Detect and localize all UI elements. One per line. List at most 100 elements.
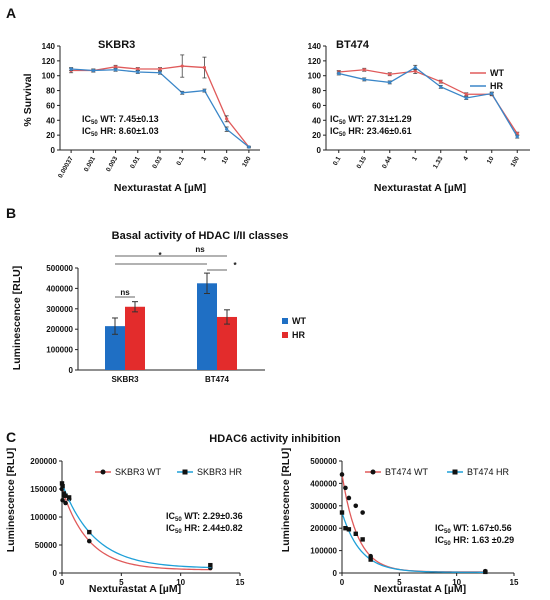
chart-a1-xlabel: Nexturastat A [µM] — [114, 182, 206, 194]
a1-point-hr — [113, 68, 118, 72]
a1-point-wt — [136, 67, 140, 71]
a1-point-hr — [202, 88, 207, 93]
chart-a1-ic50-hr: IC50 HR: 8.60±1.03 — [82, 126, 159, 138]
chart-c1-skbr3-hdac6: HDAC6 activity inhibition Luminescence [… — [5, 433, 341, 595]
chart-b-ytick-label: 500000 — [46, 264, 73, 273]
a1-point-hr — [180, 91, 184, 95]
c1-legend-label-0: SKBR3 WT — [115, 467, 162, 477]
a1-xtick-label: 100 — [241, 155, 253, 168]
c1-point-square — [63, 493, 68, 498]
chart-b-ytick-label: 100000 — [46, 346, 73, 355]
a2-ytick-label: 40 — [312, 116, 321, 125]
panel-letter-a: A — [6, 5, 16, 21]
chart-b-legend-swatch-wt — [282, 318, 288, 324]
chart-b-sig-top: ns — [195, 245, 205, 254]
chart-b-sig-bt474: * — [233, 261, 237, 270]
c1-ytick-label: 50000 — [35, 541, 58, 550]
chart-b-bar-wt — [197, 283, 217, 370]
a2-point-hr — [388, 80, 392, 84]
a1-point-hr — [247, 145, 251, 149]
c2-ytick-label: 500000 — [310, 457, 337, 466]
c2-point-circle — [353, 503, 359, 509]
chart-b-ytick-label: 200000 — [46, 325, 73, 334]
chart-c1-xlabel: Nexturastat A [µM] — [89, 583, 181, 595]
a2-ytick-label: 120 — [308, 57, 322, 66]
c2-fit-1 — [341, 512, 487, 573]
c1-ytick-label: 0 — [53, 569, 58, 578]
c1-point-square — [59, 481, 65, 486]
c1-fit-0 — [61, 488, 212, 571]
chart-c2-ic50-hr: IC50 HR: 1.63 ±0.29 — [435, 535, 514, 547]
chart-c1-ylabel: Luminescence [RLU] — [5, 448, 17, 552]
c1-xtick-label: 10 — [176, 578, 185, 587]
c2-point-circle — [360, 510, 365, 515]
c2-point-square — [343, 526, 348, 531]
c1-point-circle — [63, 500, 68, 506]
c2-ytick-label: 400000 — [310, 479, 337, 488]
a1-ytick-label: 120 — [42, 57, 56, 66]
a1-point-hr — [158, 71, 162, 75]
chart-b-sig-cross: * — [158, 251, 162, 260]
chart-a2-ic50-hr: IC50 HR: 23.46±0.61 — [330, 126, 412, 138]
c2-point-circle — [343, 485, 348, 491]
c2-legend-label-0: BT474 WT — [385, 467, 429, 477]
a1-point-hr — [136, 70, 140, 74]
c2-point-square — [353, 531, 358, 536]
chart-a2-bt474: BT474 Nexturastat A [µM] IC50 WT: 27.31±… — [308, 39, 530, 194]
a2-xtick-label: 0.1 — [332, 155, 343, 167]
a2-xtick-label: 1 — [411, 155, 419, 162]
c2-xtick-label: 5 — [397, 578, 402, 587]
chart-b-xtick-label: SKBR3 — [111, 375, 139, 384]
chart-b-bar-hr — [217, 316, 237, 370]
chart-b-legend-label-wt: WT — [292, 316, 306, 326]
a2-xtick-label: 0.44 — [381, 155, 394, 170]
c1-fit-1 — [61, 483, 212, 569]
c1-point-circle — [86, 538, 92, 544]
chart-b-legend-swatch-hr — [282, 332, 288, 338]
chart-b-bar-wt — [105, 326, 125, 370]
chart-b-basal-activity: Basal activity of HDAC I/II classes Lumi… — [11, 230, 306, 384]
a2-point-hr — [413, 65, 417, 70]
chart-a2-xlabel: Nexturastat A [µM] — [374, 182, 466, 194]
c2-legend-marker-0 — [370, 469, 376, 475]
c2-xtick-label: 0 — [340, 578, 345, 587]
a2-xtick-label: 0.15 — [356, 155, 369, 170]
c1-point-square — [208, 562, 213, 568]
c1-ytick-label: 200000 — [30, 457, 57, 466]
a1-xtick-label: 1 — [200, 155, 208, 162]
c2-ytick-label: 300000 — [310, 502, 337, 511]
a2-point-hr — [490, 91, 494, 96]
a2-legend-label-hr: HR — [490, 81, 503, 91]
a1-point-hr — [91, 68, 95, 73]
c2-xtick-label: 10 — [452, 578, 461, 587]
chart-c1-ic50-wt: IC50 WT: 2.29±0.36 — [166, 511, 243, 523]
c1-point-square — [61, 491, 66, 496]
c1-ytick-label: 150000 — [30, 485, 57, 494]
chart-c2-ylabel: Luminescence [RLU] — [280, 448, 292, 552]
a2-point-hr — [362, 77, 366, 82]
a1-xtick-label: 0.003 — [105, 155, 119, 173]
a2-xtick-label: 1.33 — [432, 155, 445, 170]
c1-legend-label-1: SKBR3 HR — [197, 467, 243, 477]
a1-point-wt — [113, 65, 118, 69]
c2-point-square — [360, 537, 365, 542]
c1-point-square — [87, 529, 92, 535]
chart-a2-ic50-wt: IC50 WT: 27.31±1.29 — [330, 114, 412, 126]
a1-xtick-label: 0.01 — [129, 155, 142, 170]
a2-xtick-label: 4 — [462, 155, 470, 162]
a2-point-wt — [362, 68, 366, 72]
a2-ytick-label: 100 — [308, 72, 322, 81]
c1-xtick-label: 5 — [119, 578, 124, 587]
a2-ytick-label: 80 — [312, 87, 321, 96]
a1-point-hr — [225, 127, 229, 131]
chart-b-ylabel: Luminescence [RLU] — [11, 266, 23, 370]
chart-c2-xlabel: Nexturastat A [µM] — [374, 583, 466, 595]
c2-point-square — [346, 527, 352, 532]
chart-a1-title: SKBR3 — [98, 39, 135, 51]
a2-ytick-label: 140 — [308, 42, 322, 51]
a2-ytick-label: 20 — [312, 131, 321, 140]
c1-xtick-label: 15 — [236, 578, 245, 587]
c2-point-circle — [339, 472, 345, 477]
a2-legend-label-wt: WT — [490, 68, 504, 78]
chart-a1-ylabel: % Survival — [22, 73, 34, 126]
